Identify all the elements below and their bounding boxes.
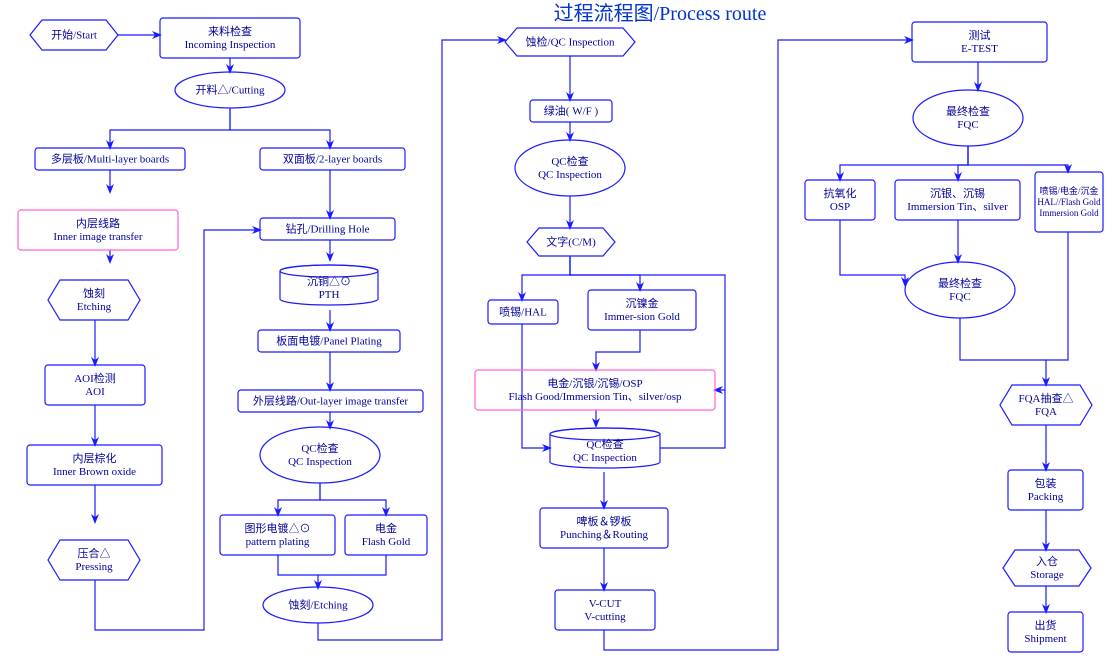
nodes: 开始/Start 来料检查Incoming Inspection 开料△/Cutti…: [18, 18, 1103, 652]
svg-text:QC Inspection: QC Inspection: [573, 452, 637, 464]
svg-text:Flash Good/Immersion Tin、silve: Flash Good/Immersion Tin、silver/osp: [509, 391, 682, 403]
svg-text:Immersion Gold: Immersion Gold: [1039, 208, 1099, 218]
diagram-title: 过程流程图/Process route: [554, 2, 767, 25]
svg-text:入仓: 入仓: [1036, 554, 1058, 568]
svg-text:OSP: OSP: [830, 201, 850, 213]
svg-text:抗氧化: 抗氧化: [824, 186, 857, 200]
svg-text:QC检查: QC检查: [301, 441, 338, 455]
svg-text:多层板/Multi-layer boards: 多层板/Multi-layer boards: [51, 152, 169, 166]
svg-text:FQC: FQC: [957, 119, 978, 131]
svg-text:E-TEST: E-TEST: [961, 43, 998, 55]
process-flowchart: 过程流程图/Process route 开始/Start 来料检查Incoming…: [0, 0, 1114, 664]
svg-text:Inner Brown oxide: Inner Brown oxide: [53, 466, 136, 478]
svg-text:双面板/2-layer boards: 双面板/2-layer boards: [283, 152, 382, 166]
svg-text:钻孔/Drilling Hole: 钻孔/Drilling Hole: [285, 222, 369, 236]
svg-text:绿油( W/F ): 绿油( W/F ): [544, 104, 599, 118]
svg-text:FQA抽查△: FQA抽查△: [1018, 391, 1073, 405]
svg-text:Punching＆Routing: Punching＆Routing: [560, 529, 649, 541]
svg-text:蚀刻/Etching: 蚀刻/Etching: [288, 598, 348, 612]
svg-text:Inner image transfer: Inner image transfer: [53, 231, 143, 243]
svg-text:蚀检/QC Inspection: 蚀检/QC Inspection: [526, 35, 615, 49]
svg-text:Etching: Etching: [77, 301, 112, 313]
svg-text:最终检查: 最终检查: [938, 276, 982, 290]
edges: [95, 35, 1068, 650]
svg-text:内层线路: 内层线路: [76, 216, 120, 230]
svg-text:啤板＆锣板: 啤板＆锣板: [577, 514, 632, 528]
svg-text:PTH: PTH: [319, 289, 340, 301]
svg-text:Immer-sion Gold: Immer-sion Gold: [604, 311, 680, 323]
svg-text:Flash Gold: Flash Gold: [362, 536, 411, 548]
svg-text:电金: 电金: [375, 521, 397, 535]
svg-text:Incoming Inspection: Incoming Inspection: [185, 39, 276, 51]
svg-text:Storage: Storage: [1030, 569, 1064, 581]
svg-text:内层棕化: 内层棕化: [73, 451, 117, 465]
svg-text:沉镍金: 沉镍金: [626, 296, 659, 310]
svg-text:最终检查: 最终检查: [946, 104, 990, 118]
svg-text:V-cutting: V-cutting: [584, 611, 626, 623]
svg-text:FQC: FQC: [949, 291, 970, 303]
svg-text:来料检查: 来料检查: [208, 24, 252, 38]
svg-text:AOI检测: AOI检测: [74, 371, 116, 385]
svg-text:QC Inspection: QC Inspection: [538, 169, 602, 181]
svg-text:HAL//Flash Gold: HAL//Flash Gold: [1037, 197, 1101, 207]
svg-text:包装: 包装: [1035, 477, 1057, 490]
svg-text:FQA: FQA: [1035, 406, 1057, 418]
svg-text:开始/Start: 开始/Start: [51, 28, 97, 42]
svg-text:板面电镀/Panel Plating: 板面电镀/Panel Plating: [276, 334, 382, 348]
svg-text:蚀刻: 蚀刻: [83, 286, 105, 300]
svg-text:Pressing: Pressing: [75, 561, 113, 573]
svg-text:外层线路/Out-layer image transfer: 外层线路/Out-layer image transfer: [253, 394, 409, 408]
svg-text:电金/沉银/沉锡/OSP: 电金/沉银/沉锡/OSP: [547, 376, 642, 390]
svg-text:图形电镀△⊙: 图形电镀△⊙: [245, 521, 311, 535]
svg-text:QC检查: QC检查: [551, 154, 588, 168]
svg-text:喷锡/HAL: 喷锡/HAL: [499, 305, 547, 319]
svg-text:测试: 测试: [969, 29, 991, 42]
svg-text:出货: 出货: [1035, 618, 1057, 632]
svg-text:V-CUT: V-CUT: [589, 598, 622, 610]
svg-text:QC检查: QC检查: [586, 437, 623, 451]
svg-text:Packing: Packing: [1028, 491, 1064, 503]
svg-text:AOI: AOI: [85, 386, 105, 398]
svg-text:Shipment: Shipment: [1024, 633, 1066, 645]
svg-text:喷锡/电金/沉金: 喷锡/电金/沉金: [1039, 185, 1098, 196]
svg-text:QC Inspection: QC Inspection: [288, 456, 352, 468]
svg-text:文字(C/M): 文字(C/M): [546, 235, 596, 249]
svg-text:开料△/Cutting: 开料△/Cutting: [195, 83, 265, 97]
svg-text:Immersion Tin、silver: Immersion Tin、silver: [907, 201, 1008, 213]
svg-text:pattern plating: pattern plating: [246, 536, 310, 548]
svg-text:沉银、沉锡: 沉银、沉锡: [930, 186, 985, 200]
svg-text:沉铜△⊙: 沉铜△⊙: [307, 274, 351, 288]
svg-text:压合△: 压合△: [78, 546, 111, 560]
